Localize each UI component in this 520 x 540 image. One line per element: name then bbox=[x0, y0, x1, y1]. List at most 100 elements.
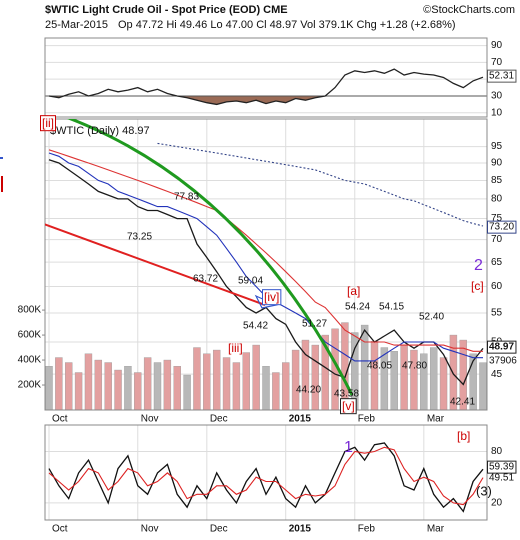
x-tick-label: Dec bbox=[210, 524, 228, 535]
label-box bbox=[262, 289, 282, 306]
x-tick-label: Feb bbox=[358, 524, 376, 535]
volume-bar bbox=[65, 362, 73, 411]
volume-bar bbox=[272, 372, 280, 411]
legend: $WTIC (Daily) 48.97 bbox=[50, 125, 150, 137]
volume-bar bbox=[410, 349, 418, 411]
x-tick-label: Oct bbox=[52, 414, 68, 425]
y-tick-label: 10 bbox=[491, 107, 503, 118]
y-tick-label: 80 bbox=[491, 194, 503, 205]
trend-line bbox=[45, 223, 266, 306]
x-tick-label: Nov bbox=[141, 524, 159, 535]
volume-bar bbox=[143, 357, 152, 411]
last-value: 48.97 bbox=[489, 342, 514, 353]
last-value: 52.31 bbox=[489, 71, 514, 82]
volume-bar bbox=[203, 353, 211, 411]
y-tick-label: 20 bbox=[491, 498, 503, 509]
y-tick-label: 70 bbox=[491, 57, 503, 68]
panel-bg bbox=[45, 38, 487, 117]
x-tick-label: Dec bbox=[210, 414, 228, 425]
y-tick-label: 30 bbox=[491, 91, 503, 102]
oversold-fill bbox=[49, 95, 483, 105]
volume-bar bbox=[124, 366, 132, 411]
volume-bar bbox=[183, 374, 191, 411]
wave-label: [ii] bbox=[42, 116, 54, 130]
y-tick-label: 200K bbox=[18, 380, 42, 391]
source: ©StockCharts.com bbox=[423, 4, 515, 16]
volume-bar bbox=[242, 352, 250, 411]
volume-bar bbox=[84, 353, 93, 411]
volume-bar bbox=[163, 359, 172, 411]
x-tick-label: Feb bbox=[358, 414, 376, 425]
volume-bar bbox=[311, 344, 320, 411]
volume-bar bbox=[134, 372, 142, 411]
volume-bar bbox=[380, 347, 389, 411]
x-tick-label: Nov bbox=[141, 414, 159, 425]
x-tick-label: Mar bbox=[427, 524, 445, 535]
volume-bar bbox=[479, 362, 487, 411]
volume-bar bbox=[173, 366, 181, 411]
volume-bar bbox=[55, 357, 63, 411]
label-box bbox=[487, 220, 517, 234]
series-line bbox=[48, 68, 484, 106]
panel-bg bbox=[45, 425, 487, 520]
label-box bbox=[40, 115, 56, 132]
y-tick-label: 55 bbox=[491, 308, 503, 319]
volume-bar bbox=[94, 359, 103, 411]
price-label: 47.80 bbox=[402, 361, 427, 372]
wave-label: (3) bbox=[476, 483, 492, 498]
y-tick-label: 45 bbox=[491, 369, 503, 380]
volume-bar bbox=[222, 357, 231, 411]
y-tick-label: 80 bbox=[491, 446, 503, 457]
volume-bar bbox=[400, 344, 408, 411]
wave-label: [iii] bbox=[228, 341, 243, 355]
volume-bar bbox=[429, 347, 438, 411]
price-label: 44.20 bbox=[296, 385, 321, 396]
volume-bar bbox=[232, 362, 241, 411]
y-tick-label: 400K bbox=[18, 355, 42, 366]
annotations: 52.31 $WTIC (Daily) 48.97 [ii] 77.83 73.… bbox=[40, 69, 517, 498]
wave-label: 2 bbox=[474, 257, 483, 274]
volume-bar bbox=[282, 362, 290, 411]
series-line bbox=[48, 446, 484, 506]
volume-bar bbox=[212, 349, 221, 411]
y-tick-label: 800K bbox=[18, 305, 42, 316]
wave-label: [b] bbox=[457, 429, 470, 443]
date: 25-Mar-2015 bbox=[45, 19, 108, 31]
price-label: 42.41 bbox=[450, 397, 475, 408]
price-label: 59.04 bbox=[238, 276, 263, 287]
volume-bar bbox=[153, 362, 162, 411]
volume-bar bbox=[252, 344, 260, 411]
last-volume: 37906 bbox=[489, 356, 517, 367]
panel-frame bbox=[44, 118, 488, 411]
volume-bar bbox=[439, 357, 448, 411]
y-tick-label: 85 bbox=[491, 175, 503, 186]
chart-title: $WTIC Light Crude Oil - Spot Price (EOD)… bbox=[45, 4, 288, 16]
x-tick-label: Oct bbox=[52, 524, 68, 535]
wave-label: [iv] bbox=[264, 290, 279, 304]
price-label: 51.27 bbox=[302, 319, 327, 330]
wave-label: [a] bbox=[347, 284, 360, 298]
series-line bbox=[48, 442, 484, 513]
price-label: 54.24 bbox=[345, 302, 370, 313]
y-tick-label: 70 bbox=[491, 234, 503, 245]
label-box bbox=[487, 460, 517, 474]
y-tick-label: 60 bbox=[491, 281, 503, 292]
x-tick-label: 2015 bbox=[289, 524, 312, 535]
price-label: 63.72 bbox=[193, 274, 218, 285]
y-tick-label: 600K bbox=[18, 330, 42, 341]
label-box bbox=[487, 69, 517, 83]
price-label: 48.05 bbox=[367, 361, 392, 372]
volume-bar bbox=[193, 347, 201, 411]
volume-bar bbox=[262, 366, 270, 411]
y-tick-label: 65 bbox=[491, 257, 503, 268]
y-tick-label: 95 bbox=[491, 141, 503, 152]
wave-label: [c] bbox=[471, 279, 484, 293]
ma-value: 73.20 bbox=[489, 222, 514, 233]
volume-bar bbox=[74, 372, 83, 411]
y-tick-label: 90 bbox=[491, 158, 503, 169]
wave-label: [v] bbox=[342, 399, 355, 413]
trend-arc bbox=[66, 119, 354, 396]
x-tick-label: 2015 bbox=[289, 414, 312, 425]
label-box bbox=[487, 340, 517, 354]
